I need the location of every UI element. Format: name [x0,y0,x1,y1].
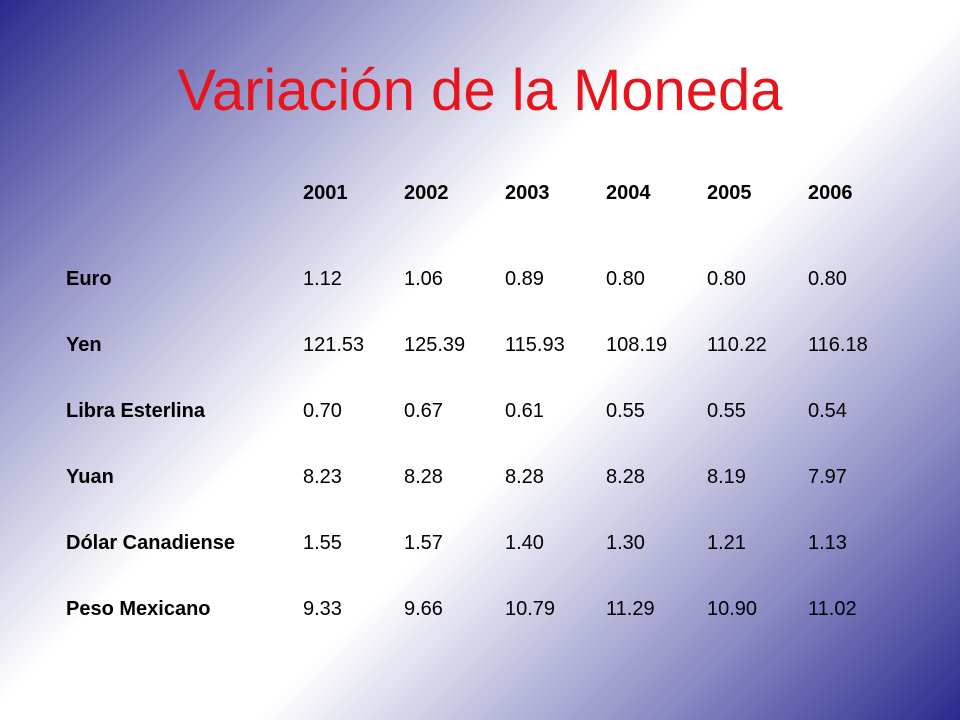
rate-cell: 0.54 [808,400,847,422]
rate-cell: 0.80 [707,268,746,290]
rate-cell: 0.70 [303,400,342,422]
currency-label: Dólar Canadiense [66,532,235,554]
rate-cell: 1.12 [303,268,342,290]
rate-cell: 0.89 [505,268,544,290]
spacer [404,226,505,246]
rate-cell: 1.30 [606,532,645,554]
rate-cell: 0.80 [606,268,645,290]
rate-cell: 121.53 [303,334,365,356]
year-header: 2002 [404,182,449,204]
rate-cell: 125.39 [404,334,466,356]
rate-cell: 0.55 [707,400,746,422]
spacer [505,226,606,246]
rate-cell: 1.40 [505,532,544,554]
currency-label: Peso Mexicano [66,598,211,620]
year-header: 2004 [606,182,651,204]
rate-cell: 1.55 [303,532,342,554]
spacer [606,226,707,246]
year-header: 2003 [505,182,550,204]
rate-cell: 8.19 [707,466,746,488]
spacer [303,226,404,246]
header-corner [66,160,303,226]
rate-cell: 0.55 [606,400,645,422]
rate-cell: 116.18 [808,334,868,356]
rate-cell: 115.93 [505,334,565,356]
rate-cell: 8.28 [606,466,645,488]
year-header: 2006 [808,182,853,204]
currency-grid: 2001 2002 2003 2004 2005 2006 Euro 1.12 … [66,160,909,642]
spacer [66,226,303,246]
rate-cell: 11.29 [606,598,655,620]
rate-cell: 10.79 [505,598,556,620]
rate-cell: 0.80 [808,268,847,290]
rate-cell: 1.06 [404,268,443,290]
spacer [707,226,808,246]
rate-cell: 7.97 [808,466,847,488]
rate-cell: 9.33 [303,598,342,620]
currency-label: Yuan [66,466,114,488]
rate-cell: 8.23 [303,466,342,488]
rate-cell: 0.61 [505,400,544,422]
rate-cell: 8.28 [505,466,544,488]
spacer [808,226,909,246]
rate-cell: 1.57 [404,532,443,554]
currency-label: Yen [66,334,102,356]
rate-cell: 8.28 [404,466,443,488]
currency-label: Libra Esterlina [66,400,205,422]
year-header: 2005 [707,182,752,204]
rate-cell: 108.19 [606,334,668,356]
rate-cell: 11.02 [808,598,857,620]
rate-cell: 10.90 [707,598,758,620]
currency-table: 2001 2002 2003 2004 2005 2006 Euro 1.12 … [66,160,909,642]
year-header: 2001 [303,182,348,204]
currency-label: Euro [66,268,112,290]
rate-cell: 1.13 [808,532,847,554]
rate-cell: 1.21 [707,532,746,554]
rate-cell: 110.22 [707,334,767,356]
slide-title: Variación de la Moneda [177,58,783,123]
rate-cell: 9.66 [404,598,443,620]
rate-cell: 0.67 [404,400,443,422]
